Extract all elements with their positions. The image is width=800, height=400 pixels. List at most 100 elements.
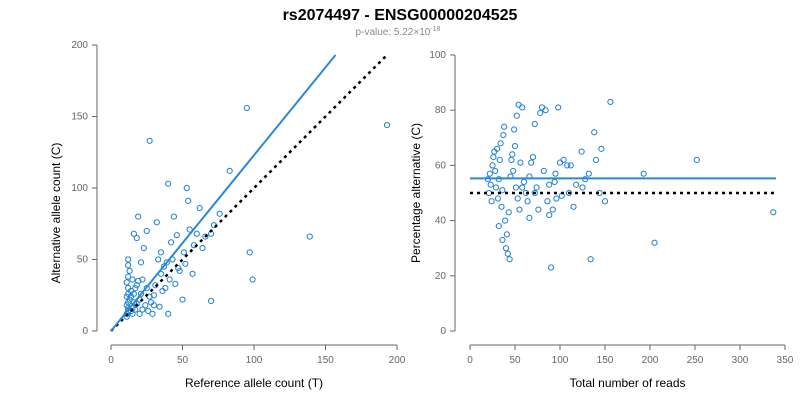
p1-data-point <box>555 104 562 111</box>
p0-data-point <box>137 290 145 297</box>
p1-data-point <box>504 250 511 257</box>
p0-data-point <box>130 230 137 237</box>
p0-data-point <box>172 280 179 287</box>
p0-data-point <box>243 104 250 112</box>
p0-data-point <box>160 263 168 270</box>
p1-x-tick-label: 250 <box>687 355 704 366</box>
p0-data-point <box>226 167 233 174</box>
p1-x-tick-label: 200 <box>642 355 659 366</box>
p1-data-point <box>494 195 501 202</box>
p1-data-point <box>598 145 605 152</box>
p0-reference-line <box>110 55 387 332</box>
p1-data-point <box>579 184 586 191</box>
p0-data-point <box>126 267 133 275</box>
p1-data-point <box>519 104 526 111</box>
p1-data-point <box>490 154 497 161</box>
p0-data-point <box>125 273 132 280</box>
p0-x-tick-label: 200 <box>389 355 406 366</box>
p1-data-point <box>567 162 574 169</box>
p1-data-point <box>578 148 585 155</box>
p1-data-point <box>651 239 658 246</box>
p1-data-point <box>585 170 592 177</box>
p0-data-point <box>166 276 173 283</box>
p0-x-axis-title: Reference allele count (T) <box>185 376 323 390</box>
p1-data-point <box>564 162 571 169</box>
p1-data-point <box>517 159 524 166</box>
p0-data-point <box>189 270 196 277</box>
p0-data-point <box>185 197 192 204</box>
p1-data-point <box>551 178 558 186</box>
p0-data-point <box>130 290 137 297</box>
p1-data-point <box>510 167 517 175</box>
p1-data-point <box>546 181 553 188</box>
p1-data-point <box>693 156 700 163</box>
p0-y-tick-label: 0 <box>82 326 88 337</box>
p1-data-point <box>528 159 535 166</box>
p1-data-point <box>601 198 609 205</box>
p0-data-point <box>249 276 256 283</box>
p0-data-point <box>135 213 142 220</box>
p0-data-point <box>208 297 215 305</box>
p1-data-point <box>547 264 555 271</box>
p0-data-point <box>142 302 149 309</box>
p1-data-point <box>535 206 542 213</box>
p1-data-point <box>524 198 531 205</box>
p0-data-point <box>140 244 147 252</box>
p0-data-point <box>162 285 169 292</box>
left-scatter-panel: 0 50 100 150 200 0 50 100 150 200 Reference allele… <box>49 40 406 390</box>
p1-data-point <box>512 184 520 191</box>
p0-data-point <box>125 285 132 292</box>
p0-y-axis-title: Alternative allele count (C) <box>49 143 63 284</box>
p0-data-point <box>129 276 136 283</box>
p1-data-point <box>592 156 600 163</box>
p0-data-point <box>180 249 188 256</box>
p1-x-tick-label: 50 <box>509 355 521 366</box>
p1-x-tick-label: 350 <box>777 355 794 366</box>
p1-data-point <box>560 156 567 163</box>
p1-data-point <box>542 107 549 114</box>
p0-data-point <box>246 249 253 256</box>
p1-y-tick-label: 20 <box>435 271 447 282</box>
p1-data-point <box>506 256 513 263</box>
p1-data-point <box>537 109 544 117</box>
p1-data-point <box>640 170 647 177</box>
p1-x-tick-label: 100 <box>552 355 569 366</box>
p1-data-point <box>556 159 564 166</box>
p0-data-point <box>173 232 180 239</box>
p1-data-point <box>515 101 522 108</box>
p1-y-tick-label: 80 <box>435 105 447 116</box>
p0-y-tick-label: 100 <box>71 183 88 194</box>
p0-data-point <box>139 306 146 313</box>
p0-data-point <box>163 259 170 266</box>
p0-data-point <box>155 256 162 263</box>
p1-data-point <box>502 217 509 224</box>
p0-x-tick-label: 100 <box>246 355 263 366</box>
p1-data-point <box>591 129 598 136</box>
p1-data-point <box>508 156 515 163</box>
p1-data-point <box>520 178 528 186</box>
p1-data-point <box>549 206 556 213</box>
p1-y-tick-label: 40 <box>435 216 447 227</box>
p0-data-point <box>216 210 223 217</box>
p0-data-point <box>123 279 130 286</box>
p0-data-point <box>170 213 178 220</box>
p0-data-point <box>145 307 152 315</box>
pvalue-text: p-value: 5.22×10 <box>356 27 431 38</box>
p1-data-point <box>509 151 516 158</box>
p0-data-point <box>139 276 146 283</box>
p0-data-point <box>156 303 163 310</box>
p0-x-tick-label: 50 <box>177 355 189 366</box>
p0-data-point <box>179 296 186 303</box>
p0-data-point <box>149 310 156 317</box>
p0-data-point <box>157 249 165 256</box>
p1-data-point <box>519 184 526 191</box>
p1-data-point <box>770 209 777 216</box>
p0-data-point <box>383 121 391 129</box>
p1-data-point <box>553 195 560 202</box>
p1-data-point <box>498 203 505 210</box>
p1-data-point <box>503 231 510 238</box>
p0-y-tick-label: 150 <box>71 112 88 123</box>
p0-data-point <box>150 302 157 309</box>
p0-data-point <box>136 310 143 317</box>
